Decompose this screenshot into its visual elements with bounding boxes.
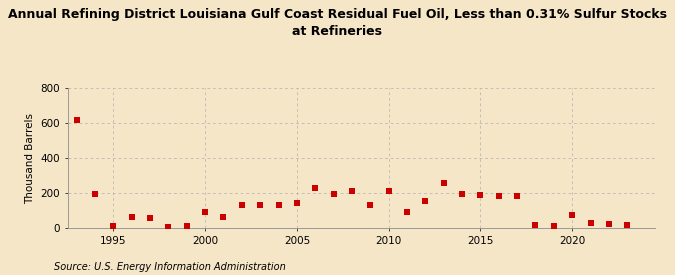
Y-axis label: Thousand Barrels: Thousand Barrels: [25, 113, 34, 204]
Point: [438, 180, 449, 185]
Point: [585, 221, 596, 225]
Point: [457, 192, 468, 196]
Point: [182, 224, 192, 229]
Point: [603, 222, 614, 226]
Point: [144, 216, 155, 221]
Point: [236, 202, 247, 207]
Point: [328, 192, 339, 196]
Point: [218, 215, 229, 219]
Text: Annual Refining District Louisiana Gulf Coast Residual Fuel Oil, Less than 0.31%: Annual Refining District Louisiana Gulf …: [8, 8, 667, 38]
Point: [548, 224, 559, 229]
Point: [383, 189, 394, 194]
Point: [108, 224, 119, 229]
Point: [90, 192, 101, 196]
Point: [346, 189, 357, 194]
Text: Source: U.S. Energy Information Administration: Source: U.S. Energy Information Administ…: [54, 262, 286, 272]
Point: [163, 225, 174, 230]
Point: [292, 201, 302, 205]
Point: [72, 118, 82, 123]
Point: [530, 222, 541, 227]
Point: [200, 210, 211, 215]
Point: [567, 213, 578, 217]
Point: [512, 194, 522, 198]
Point: [402, 210, 412, 215]
Point: [254, 203, 265, 208]
Point: [273, 203, 284, 208]
Point: [310, 186, 321, 190]
Point: [475, 193, 486, 197]
Point: [622, 222, 632, 227]
Point: [365, 203, 376, 208]
Point: [493, 194, 504, 198]
Point: [420, 199, 431, 203]
Point: [126, 215, 137, 219]
